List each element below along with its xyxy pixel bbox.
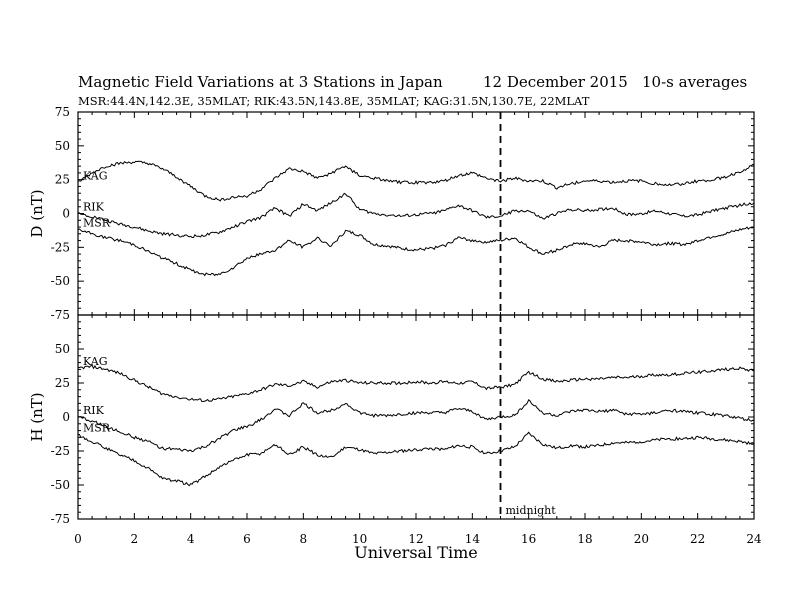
- x-axis-label: Universal Time: [354, 543, 477, 562]
- x-tick-label: 20: [634, 532, 649, 546]
- chart-date: 12 December 2015: [483, 73, 628, 91]
- y-tick-label: 25: [55, 376, 70, 390]
- x-tick-label: 8: [300, 532, 308, 546]
- series-label-msr: MSR: [83, 422, 111, 435]
- x-tick-label: 12: [408, 532, 423, 546]
- series-label-rik: RIK: [83, 201, 105, 214]
- series-line-msr: [77, 226, 755, 277]
- y-tick-label: -25: [51, 444, 70, 458]
- y-tick-label: 50: [55, 139, 70, 153]
- x-tick-label: 0: [74, 532, 82, 546]
- series-line-rik: [77, 398, 755, 453]
- y-tick-label: -75: [51, 308, 70, 322]
- y-tick-label: 75: [55, 105, 70, 119]
- y-axis-label: H (nT): [28, 392, 46, 441]
- y-tick-label: 50: [55, 342, 70, 356]
- x-tick-label: 24: [746, 532, 762, 546]
- y-tick-label: -75: [51, 512, 70, 526]
- x-tick-label: 18: [577, 532, 592, 546]
- x-tick-label: 6: [243, 532, 251, 546]
- y-tick-label: -50: [51, 274, 70, 288]
- panel-frame: [77, 314, 755, 520]
- x-tick-label: 4: [187, 532, 195, 546]
- y-tick-label: 25: [55, 173, 70, 187]
- chart-title: Magnetic Field Variations at 3 Stations …: [78, 73, 443, 91]
- series-line-kag: [77, 364, 755, 403]
- x-tick-label: 16: [521, 532, 536, 546]
- x-tick-label: 14: [465, 532, 481, 546]
- x-tick-label: 2: [131, 532, 139, 546]
- averaging-label: 10-s averages: [642, 73, 748, 91]
- y-tick-label: 0: [62, 207, 70, 221]
- series-label-msr: MSR: [83, 217, 111, 230]
- panel-frame: [77, 111, 755, 316]
- series-line-rik: [77, 192, 755, 238]
- stations-info: MSR:44.4N,142.3E, 35MLAT; RIK:43.5N,143.…: [78, 94, 590, 108]
- x-tick-label: 10: [352, 532, 367, 546]
- y-tick-label: 0: [62, 410, 70, 424]
- series-line-msr: [78, 431, 755, 487]
- x-tick-label: 22: [690, 532, 705, 546]
- series-label-kag: KAG: [83, 169, 108, 182]
- y-tick-label: -25: [51, 240, 70, 254]
- y-axis-label: D (nT): [28, 189, 46, 237]
- y-tick-label: -50: [51, 478, 70, 492]
- series-label-kag: KAG: [83, 355, 108, 368]
- series-label-rik: RIK: [83, 404, 105, 417]
- midnight-label: midnight: [506, 504, 557, 517]
- panel-d: -75 -50 -25 0 25 50 75 D (nT) KAG RIK MSR: [28, 105, 755, 322]
- series-line-kag: [77, 160, 755, 202]
